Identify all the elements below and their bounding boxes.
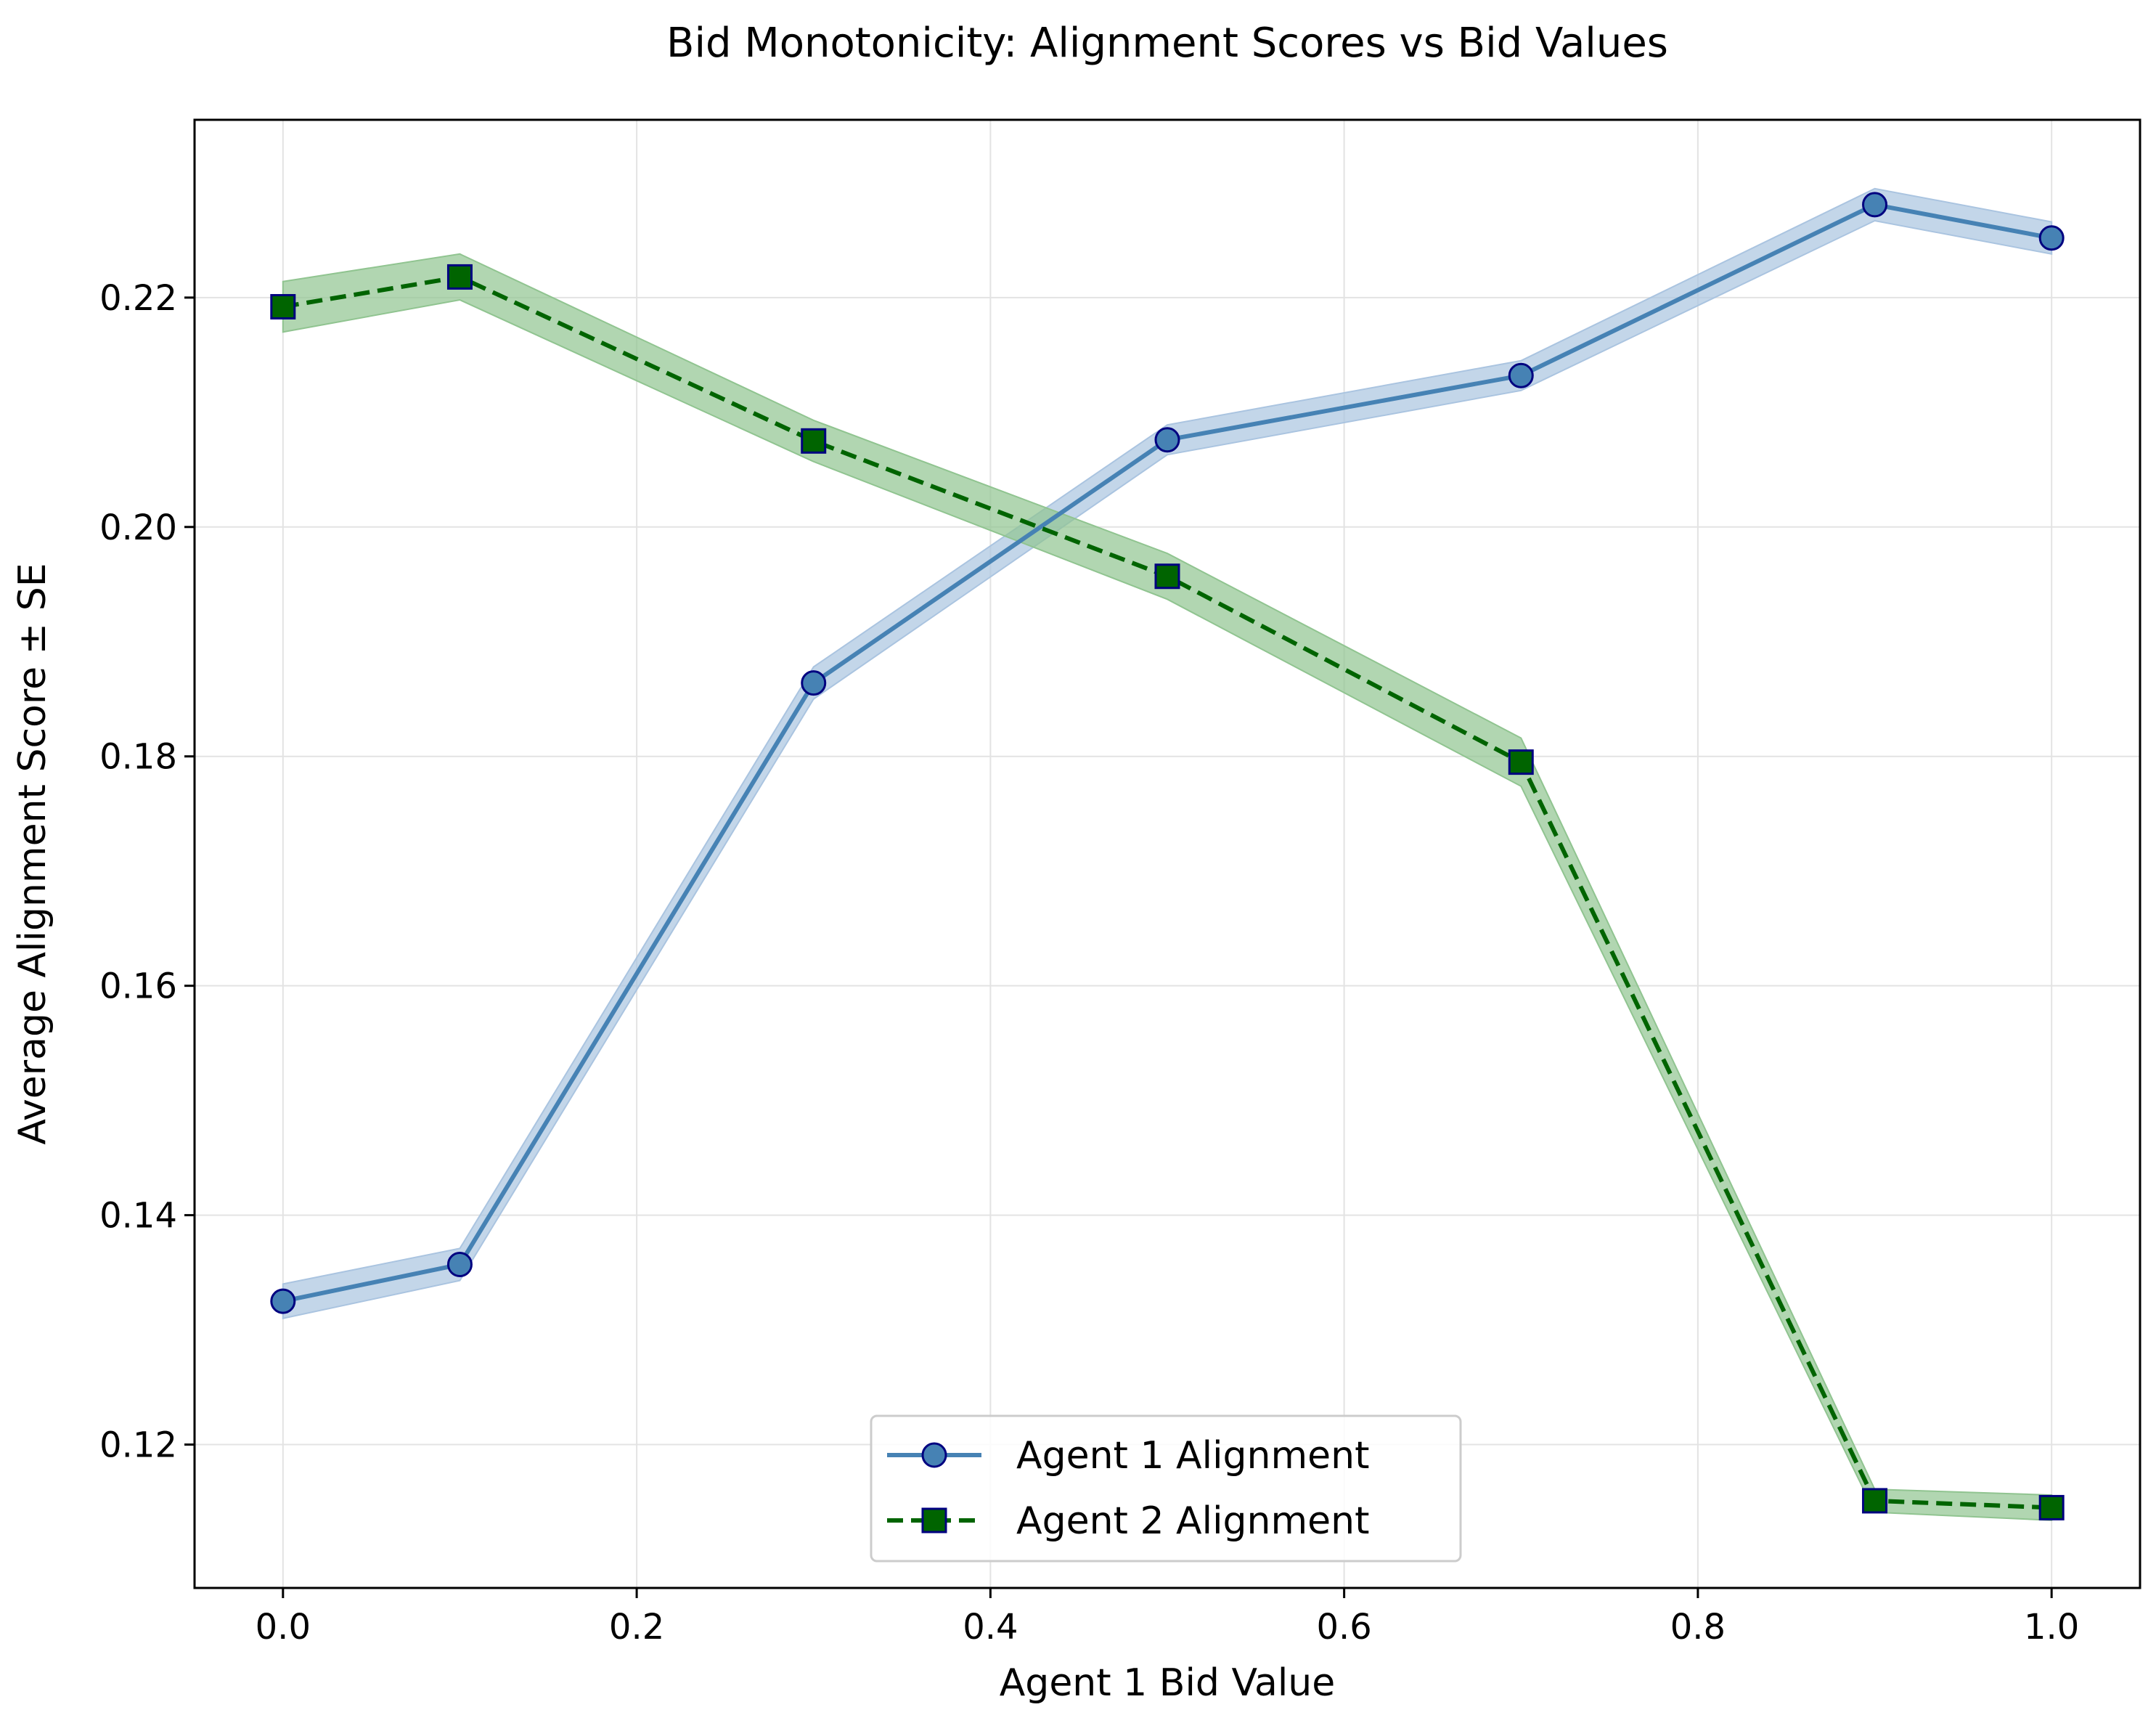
data-point-agent-1 xyxy=(2038,225,2065,251)
data-point-agent-1 xyxy=(1154,427,1180,453)
y-tick-label: 0.22 xyxy=(99,278,177,319)
y-tick-label: 0.20 xyxy=(99,508,177,548)
axis-ticks: 0.0 0.2 0.4 0.6 0.8 1.0 0.12 0.14 0.16 0.18 0.20 0.… xyxy=(99,278,2079,1647)
data-point-agent-2 xyxy=(1862,1488,1888,1514)
data-point-agent-1 xyxy=(1862,192,1888,218)
data-point-agent-1 xyxy=(270,1288,296,1314)
y-tick-label: 0.16 xyxy=(99,966,177,1007)
data-point-agent-2 xyxy=(2038,1494,2065,1520)
legend: Agent 1 Alignment Agent 2 Alignment xyxy=(870,1414,1462,1563)
data-point-agent-2 xyxy=(446,264,473,290)
x-tick-label: 0.2 xyxy=(609,1607,664,1647)
y-tick-label: 0.18 xyxy=(99,737,177,778)
legend-marker-shape xyxy=(921,1507,947,1533)
data-point-agent-2 xyxy=(1508,749,1534,775)
plot-area-frame xyxy=(193,118,2141,1589)
x-axis-label: Agent 1 Bid Value xyxy=(1000,1661,1336,1705)
x-tick-label: 0.0 xyxy=(256,1607,311,1647)
legend-marker-agent-2 xyxy=(921,1507,947,1533)
data-point-agent-2 xyxy=(270,293,296,319)
data-point-agent-1 xyxy=(801,670,827,696)
chart-title: Bid Monotonicity: Alignment Scores vs Bi… xyxy=(666,20,1668,67)
y-tick-label: 0.14 xyxy=(99,1196,177,1237)
x-tick-label: 0.4 xyxy=(963,1607,1018,1647)
y-axis-label: Average Alignment Score ± SE xyxy=(11,563,54,1144)
legend-marker-shape xyxy=(921,1442,947,1468)
series-markers xyxy=(270,192,2065,1520)
x-tick-label: 0.6 xyxy=(1316,1607,1371,1647)
legend-box xyxy=(870,1414,1462,1563)
grid xyxy=(195,120,2140,1588)
x-tick-label: 0.8 xyxy=(1670,1607,1726,1647)
legend-marker-agent-1 xyxy=(921,1442,947,1468)
x-tick-label: 1.0 xyxy=(2024,1607,2079,1647)
data-point-agent-1 xyxy=(1508,362,1534,388)
legend-label-agent-1: Agent 1 Alignment xyxy=(1016,1434,1369,1478)
data-point-agent-2 xyxy=(1154,563,1180,590)
y-tick-label: 0.12 xyxy=(99,1425,177,1466)
data-point-agent-2 xyxy=(801,428,827,454)
error-band-agent-1 xyxy=(282,187,2053,1320)
data-point-agent-1 xyxy=(446,1252,473,1278)
legend-label-agent-2: Agent 2 Alignment xyxy=(1016,1499,1369,1543)
